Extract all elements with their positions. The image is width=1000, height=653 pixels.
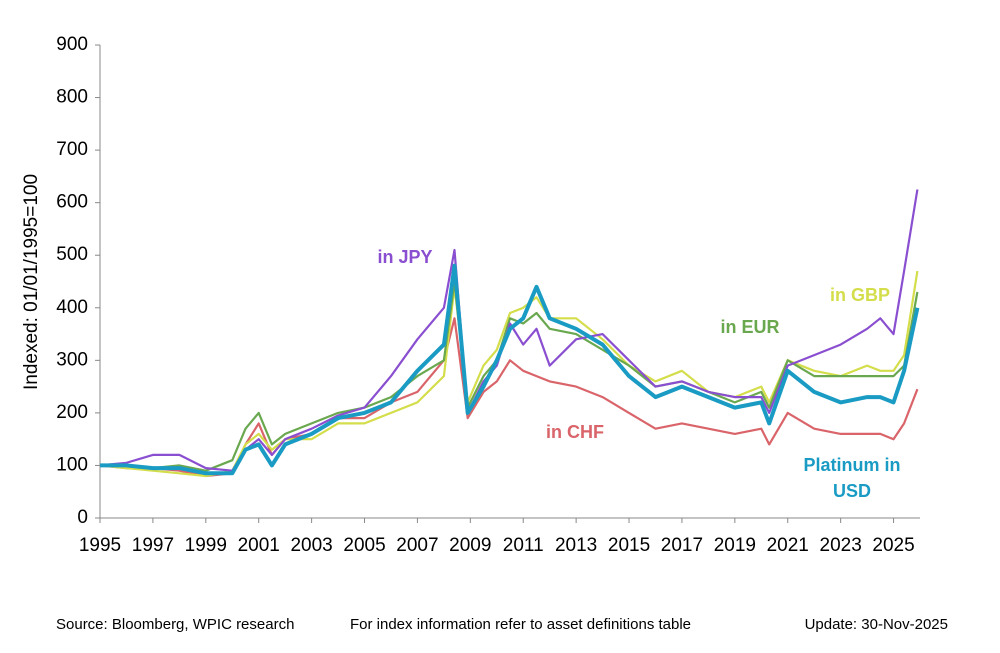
series-label: Platinum in USD (803, 455, 900, 501)
series-line (99, 270, 919, 478)
x-tick-label: 1995 (79, 535, 121, 556)
update: Update: 30-Nov-2025 (805, 616, 948, 633)
series-line (100, 280, 919, 472)
x-tick-label: 2023 (820, 535, 862, 556)
x-tick-label: 2017 (661, 535, 703, 556)
series-label: in EUR (720, 317, 779, 337)
x-tick-label: 2011 (503, 535, 544, 556)
x-tick-label: 2001 (238, 535, 280, 556)
x-tick-label: 2003 (290, 535, 332, 556)
y-tick-label: 100 (56, 454, 88, 475)
x-tick-label: 1999 (185, 535, 227, 556)
series-label: in JPY (377, 247, 432, 267)
y-tick-label: 600 (56, 192, 88, 213)
x-tick-label: 2013 (555, 535, 597, 556)
y-tick-label: 700 (56, 139, 88, 160)
y-tick-label: 500 (56, 244, 88, 265)
x-tick-label: 2007 (396, 535, 438, 556)
series-label: in CHF (546, 422, 604, 442)
series-line (99, 317, 919, 478)
y-tick-label: 200 (56, 402, 88, 423)
y-tick-label: 900 (56, 34, 88, 55)
series-line (99, 189, 919, 472)
y-tick-label: 300 (56, 349, 88, 370)
x-tick-label: 2005 (343, 535, 385, 556)
y-tick-label: 0 (77, 507, 88, 528)
x-tick-label: 2015 (608, 535, 650, 556)
x-tick-label: 1997 (132, 535, 174, 556)
series-label: in GBP (830, 285, 890, 305)
y-tick-label: 800 (56, 87, 88, 108)
y-axis-label: Indexed: 01/01/1995=100 (21, 174, 42, 390)
note: For index information refer to asset def… (350, 616, 691, 633)
series-line (100, 263, 920, 476)
y-tick-label: 400 (56, 297, 88, 318)
source: Source: Bloomberg, WPIC research (56, 616, 294, 633)
x-tick-label: 2009 (449, 535, 491, 556)
x-tick-label: 2025 (872, 535, 914, 556)
x-tick-label: 2019 (714, 535, 756, 556)
x-tick-label: 2021 (767, 535, 809, 556)
